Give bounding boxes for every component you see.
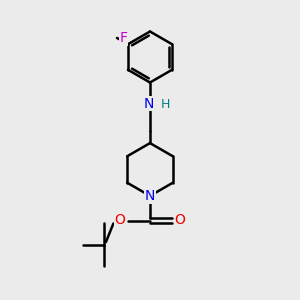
Text: F: F: [120, 31, 128, 45]
Text: N: N: [143, 97, 154, 110]
Text: N: N: [145, 189, 155, 203]
Text: H: H: [161, 98, 170, 112]
Text: O: O: [115, 214, 125, 227]
Text: O: O: [175, 214, 185, 227]
